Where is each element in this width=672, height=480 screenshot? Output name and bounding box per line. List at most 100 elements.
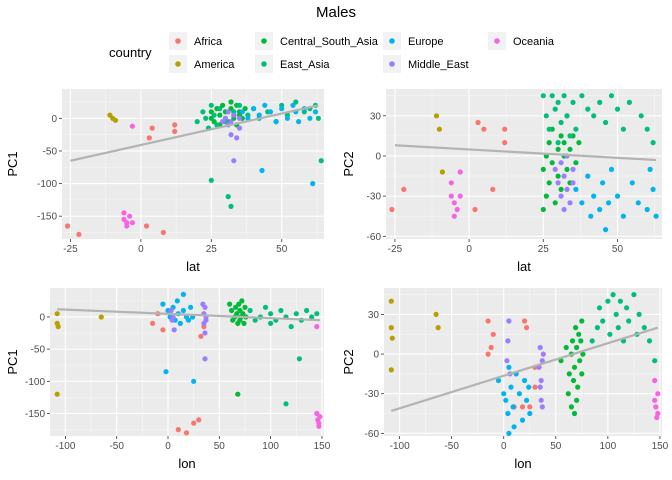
point-africa <box>76 231 82 237</box>
point-central-south-asia <box>573 325 579 331</box>
point-middle-east <box>558 160 564 166</box>
point-middle-east <box>236 115 243 121</box>
point-america <box>436 126 442 132</box>
point-america <box>433 311 439 317</box>
point-oceania <box>457 169 463 175</box>
point-africa <box>172 128 178 134</box>
regression-line <box>390 326 659 412</box>
point-middle-east <box>171 327 177 333</box>
panel-background <box>50 288 324 436</box>
legend-swatch <box>261 61 267 67</box>
points <box>388 292 661 436</box>
point-east-asia <box>268 320 274 326</box>
tick-label-x: -25 <box>388 244 403 255</box>
point-middle-east <box>558 193 564 199</box>
point-east-asia <box>208 177 214 183</box>
point-europe <box>506 430 512 436</box>
point-middle-east <box>505 338 511 344</box>
point-central-south-asia <box>575 384 581 390</box>
point-europe <box>273 119 279 125</box>
legend-swatch <box>389 61 395 67</box>
panel-pc1-vs-lat: -25 0 25 50 0 -50 -100 -150 lat PC1 <box>5 89 324 274</box>
point-europe <box>160 301 166 307</box>
point-europe <box>606 200 612 206</box>
point-oceania <box>457 193 463 199</box>
point-europe <box>635 200 641 206</box>
point-central-south-asia <box>236 301 242 307</box>
point-east-asia <box>549 93 555 99</box>
tick-label-y: 30 <box>368 310 380 321</box>
regression-line <box>394 144 657 162</box>
legend-label: East_Asia <box>280 59 330 71</box>
point-oceania <box>652 377 658 384</box>
point-europe <box>239 109 245 115</box>
point-europe <box>312 109 319 115</box>
legend-item-europe: Europe <box>383 32 443 50</box>
tick-label-y: 0 <box>39 312 45 323</box>
point-east-asia <box>318 158 324 164</box>
point-central-south-asia <box>239 298 245 304</box>
point-oceania <box>314 324 320 330</box>
tick-label-x: 0 <box>138 244 144 255</box>
point-east-asia <box>591 113 597 119</box>
point-europe <box>579 200 585 206</box>
point-east-asia <box>573 126 579 132</box>
tick-label-x: 100 <box>600 441 617 452</box>
point-oceania <box>129 123 135 129</box>
point-europe <box>262 102 268 108</box>
point-east-asia <box>217 106 223 112</box>
point-east-asia <box>543 113 549 119</box>
point-middle-east <box>170 314 176 320</box>
tick-label-y: 0 <box>373 350 379 361</box>
point-middle-east <box>236 125 243 131</box>
point-east-asia <box>638 113 644 119</box>
point-europe <box>608 166 615 172</box>
legend-swatch <box>261 38 267 44</box>
point-africa <box>196 417 202 423</box>
point-east-asia <box>555 140 561 146</box>
points <box>54 291 323 436</box>
point-middle-east <box>506 318 512 324</box>
point-middle-east <box>202 356 208 362</box>
y-axis-label: PC2 <box>341 349 356 374</box>
point-oceania <box>129 220 135 226</box>
point-east-asia <box>262 304 269 310</box>
tick-label-y: 30 <box>370 111 382 122</box>
point-europe <box>495 377 502 384</box>
point-europe <box>629 180 635 186</box>
point-east-asia <box>252 317 258 323</box>
tick-label-y: -100 <box>25 377 45 388</box>
legend-item-middle-east: Middle_East <box>383 55 469 73</box>
point-east-asia <box>615 325 621 331</box>
point-america <box>112 117 119 123</box>
tick-label-x: 50 <box>550 441 562 452</box>
point-oceania <box>654 414 660 421</box>
point-middle-east <box>537 384 543 390</box>
tick-label-y: -50 <box>31 345 46 356</box>
point-east-asia <box>620 126 627 132</box>
point-europe <box>307 115 313 121</box>
legend-items: Africa America Central_South_Asia East_Asia… <box>169 32 555 73</box>
point-europe <box>600 180 606 186</box>
point-central-south-asia <box>546 140 552 146</box>
point-east-asia <box>636 311 642 317</box>
point-oceania <box>316 423 322 429</box>
tick-label-x: -50 <box>109 441 124 452</box>
legend-label: America <box>194 59 235 71</box>
point-africa <box>183 430 190 436</box>
point-america <box>54 311 60 317</box>
point-europe <box>588 213 594 219</box>
point-east-asia <box>546 126 552 132</box>
point-central-south-asia <box>240 311 246 317</box>
point-europe <box>511 424 517 430</box>
point-europe <box>251 106 257 112</box>
point-central-south-asia <box>564 166 570 172</box>
point-central-south-asia <box>228 99 234 105</box>
point-central-south-asia <box>571 364 578 370</box>
point-oceania <box>448 193 454 199</box>
point-oceania <box>317 414 323 420</box>
point-europe <box>501 391 507 397</box>
tick-label-x: 50 <box>214 441 226 452</box>
point-europe <box>524 397 530 403</box>
